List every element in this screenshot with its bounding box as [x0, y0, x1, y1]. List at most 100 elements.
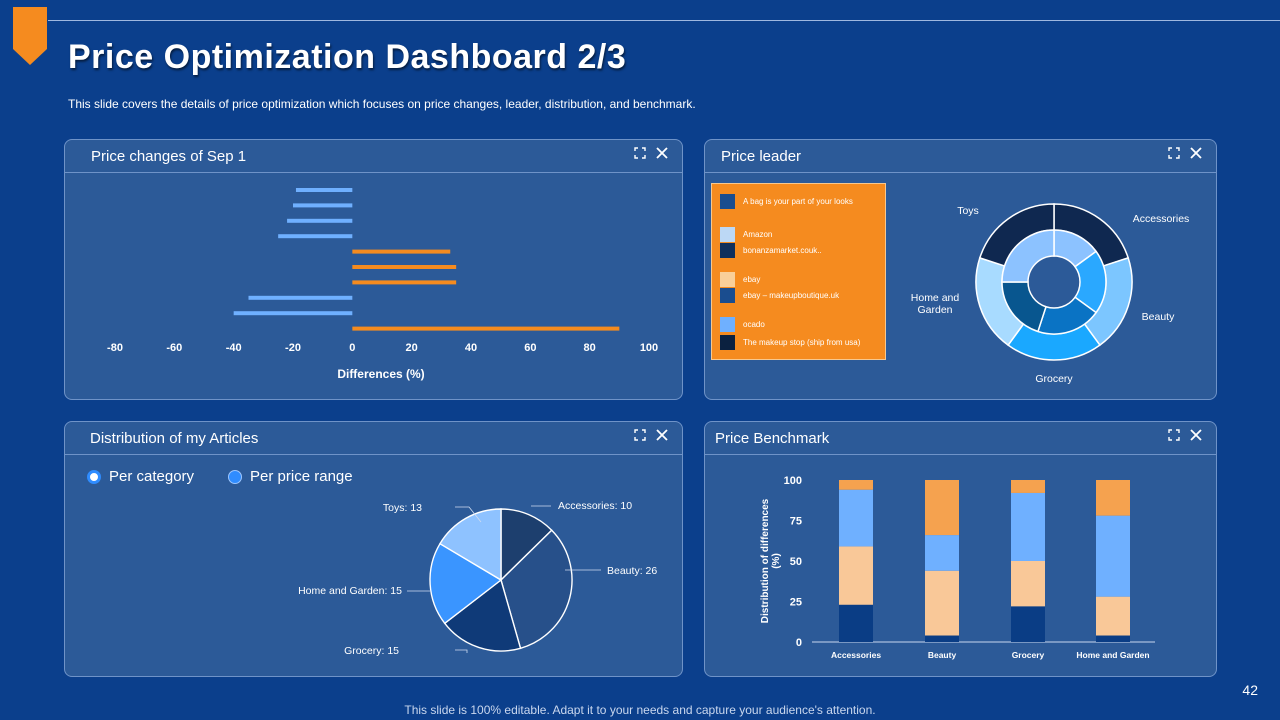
pie-data-label: Accessories: 10	[558, 500, 632, 512]
radio-per-category[interactable]: Per category	[87, 468, 194, 485]
panel-header: Price changes of Sep 1	[65, 140, 682, 173]
legend-swatch	[720, 272, 735, 287]
legend-label: ebay – makeupboutique.uk	[743, 291, 840, 300]
legend-item: ebay – makeupboutique.uk	[720, 288, 839, 303]
pie-slice	[443, 578, 522, 652]
panel-header: Price leader	[705, 140, 1216, 173]
y-axis-label: Distribution of differences(%)	[760, 498, 782, 623]
donut-category-label: Accessories	[1133, 213, 1190, 225]
stacked-bar-segment	[1096, 480, 1130, 516]
stacked-bar-segment	[1011, 606, 1045, 642]
y-tick-label: 50	[790, 556, 802, 568]
legend-label: bonanzamarket.couk..	[743, 246, 822, 255]
bookmark-icon	[13, 7, 47, 65]
legend-label: A bag is your part of your looks	[743, 197, 853, 206]
stacked-bar-segment	[925, 535, 959, 571]
page-title: Price Optimization Dashboard 2/3	[68, 38, 627, 76]
radio-label: Per category	[109, 468, 195, 485]
benchmark-panel: Price Benchmark 0 25 50 75 100 Distribution o…	[704, 421, 1217, 677]
distribution-panel: Distribution of my Articles Per category…	[64, 421, 683, 677]
close-icon[interactable]	[1190, 429, 1202, 441]
panel-title: Price Benchmark	[715, 430, 830, 447]
price-change-bar	[293, 203, 353, 208]
pie-data-label: Grocery: 15	[344, 645, 399, 657]
donut-category-label: Toys	[957, 205, 979, 217]
price-change-bar	[352, 280, 457, 285]
pie-data-label: Beauty: 26	[607, 565, 657, 577]
price-leader-legend: A bag is your part of your looks Amazon bo…	[711, 183, 886, 360]
panel-title: Distribution of my Articles	[90, 430, 259, 447]
radio-selected-icon	[87, 469, 101, 484]
x-tick-label: -60	[166, 342, 182, 354]
x-category-label: Home and Garden	[1076, 650, 1149, 660]
price-change-bar	[352, 265, 457, 269]
legend-label: The makeup stop (ship from usa)	[743, 338, 861, 347]
x-tick-label: 100	[640, 342, 658, 354]
legend-swatch	[720, 243, 735, 258]
legend-item: Amazon	[720, 227, 772, 242]
x-tick-label: 0	[349, 342, 355, 354]
y-tick-label: 100	[784, 475, 802, 487]
price-change-bar	[233, 311, 353, 316]
radio-per-price-range[interactable]: Per price range	[228, 468, 353, 485]
close-icon[interactable]	[1190, 147, 1202, 159]
expand-icon[interactable]	[1168, 147, 1180, 159]
stacked-bar-segment	[1011, 480, 1045, 493]
donut-category-label: Home and Garden	[911, 292, 960, 316]
legend-label: ebay	[743, 275, 761, 284]
panel-title: Price changes of Sep 1	[91, 148, 247, 165]
price-change-bar	[248, 295, 353, 300]
stacked-bar-segment	[839, 489, 873, 547]
stacked-bar-segment	[925, 635, 959, 642]
donut-inner-slice	[1001, 229, 1055, 283]
pie-data-label: Home and Garden: 15	[298, 585, 402, 597]
expand-icon[interactable]	[1168, 429, 1180, 441]
price-leader-chart: Accessories Beauty Grocery Toys Home and Gard…	[911, 203, 1190, 385]
price-change-bar	[352, 249, 451, 254]
legend-label: Amazon	[743, 230, 773, 239]
stacked-bar-segment	[1096, 515, 1130, 597]
legend-swatch	[720, 227, 735, 242]
legend-item: The makeup stop (ship from usa)	[720, 335, 860, 350]
legend-item: ocado	[720, 317, 765, 332]
close-icon[interactable]	[656, 429, 668, 441]
x-tick-label: -80	[107, 342, 123, 354]
stacked-bar-segment	[1096, 635, 1130, 642]
y-tick-label: 0	[796, 637, 802, 649]
footer-note: This slide is 100% editable. Adapt it to…	[404, 703, 876, 717]
panel-header: Distribution of my Articles	[65, 422, 682, 455]
price-change-bar	[352, 326, 620, 331]
price-change-bar	[287, 218, 353, 223]
x-tick-label: -20	[285, 342, 301, 354]
legend-swatch	[720, 194, 735, 209]
x-category-label: Accessories	[831, 650, 881, 660]
price-change-bar	[278, 234, 353, 239]
stacked-bar-segment	[1096, 596, 1130, 636]
expand-icon[interactable]	[634, 147, 646, 159]
x-tick-label: 60	[524, 342, 536, 354]
radio-unselected-icon	[228, 469, 243, 484]
x-tick-label: 80	[584, 342, 596, 354]
x-tick-label: -40	[226, 342, 242, 354]
x-axis-label: Differences (%)	[337, 367, 424, 381]
pie-slice	[429, 542, 503, 625]
pie-slice	[500, 508, 553, 582]
panel-title: Price leader	[721, 148, 802, 165]
legend-swatch	[720, 335, 735, 350]
stacked-bar-segment	[1011, 561, 1045, 607]
distribution-chart: Accessories: 10 Beauty: 26 Grocery: 15 Home…	[298, 500, 657, 657]
legend-label: ocado	[743, 320, 765, 329]
legend-item: A bag is your part of your looks	[720, 194, 853, 209]
stacked-bar-segment	[839, 546, 873, 605]
y-tick-label: 25	[790, 597, 802, 609]
expand-icon[interactable]	[634, 429, 646, 441]
x-category-label: Beauty	[928, 650, 957, 660]
pie-slice	[439, 508, 502, 582]
stacked-bar-segment	[1011, 492, 1045, 561]
legend-swatch	[720, 317, 735, 332]
close-icon[interactable]	[656, 147, 668, 159]
stacked-bar-segment	[925, 480, 959, 536]
pie-slice	[500, 529, 573, 650]
x-tick-label: 20	[406, 342, 418, 354]
